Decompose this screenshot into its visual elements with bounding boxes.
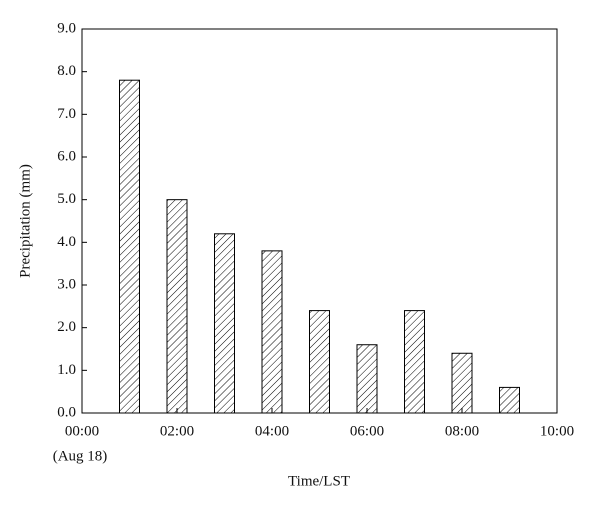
bar [119,79,140,414]
y-tick-label: 2.0 [57,319,76,335]
y-tick-label: 5.0 [57,191,76,207]
x-tick-label: 08:00 [445,423,479,439]
bar [261,250,283,414]
x-tick-label: 02:00 [160,423,194,439]
y-axis-label: Precipitation (mm) [17,164,33,278]
y-tick-label: 4.0 [57,234,76,250]
x-axis-label: Time/LST [288,473,350,489]
y-tick-label: 3.0 [57,276,76,292]
bar [214,233,235,414]
bar [451,352,473,414]
x-tick-label: 10:00 [540,423,574,439]
bar [404,310,425,414]
bar [309,310,330,414]
y-tick-label: 0.0 [57,404,76,420]
y-tick-label: 8.0 [57,63,76,79]
bar [499,386,520,414]
bar [166,199,188,414]
y-tick-label: 7.0 [57,106,76,122]
bar [356,344,378,414]
x-tick-label: 00:00 [65,423,99,439]
x-tick-label: 04:00 [255,423,289,439]
x-tick-label: 06:00 [350,423,384,439]
x-annotation: (Aug 18) [53,448,108,464]
y-tick-label: 1.0 [57,362,76,378]
y-tick-label: 6.0 [57,148,76,164]
y-tick-label: 9.0 [57,20,76,36]
